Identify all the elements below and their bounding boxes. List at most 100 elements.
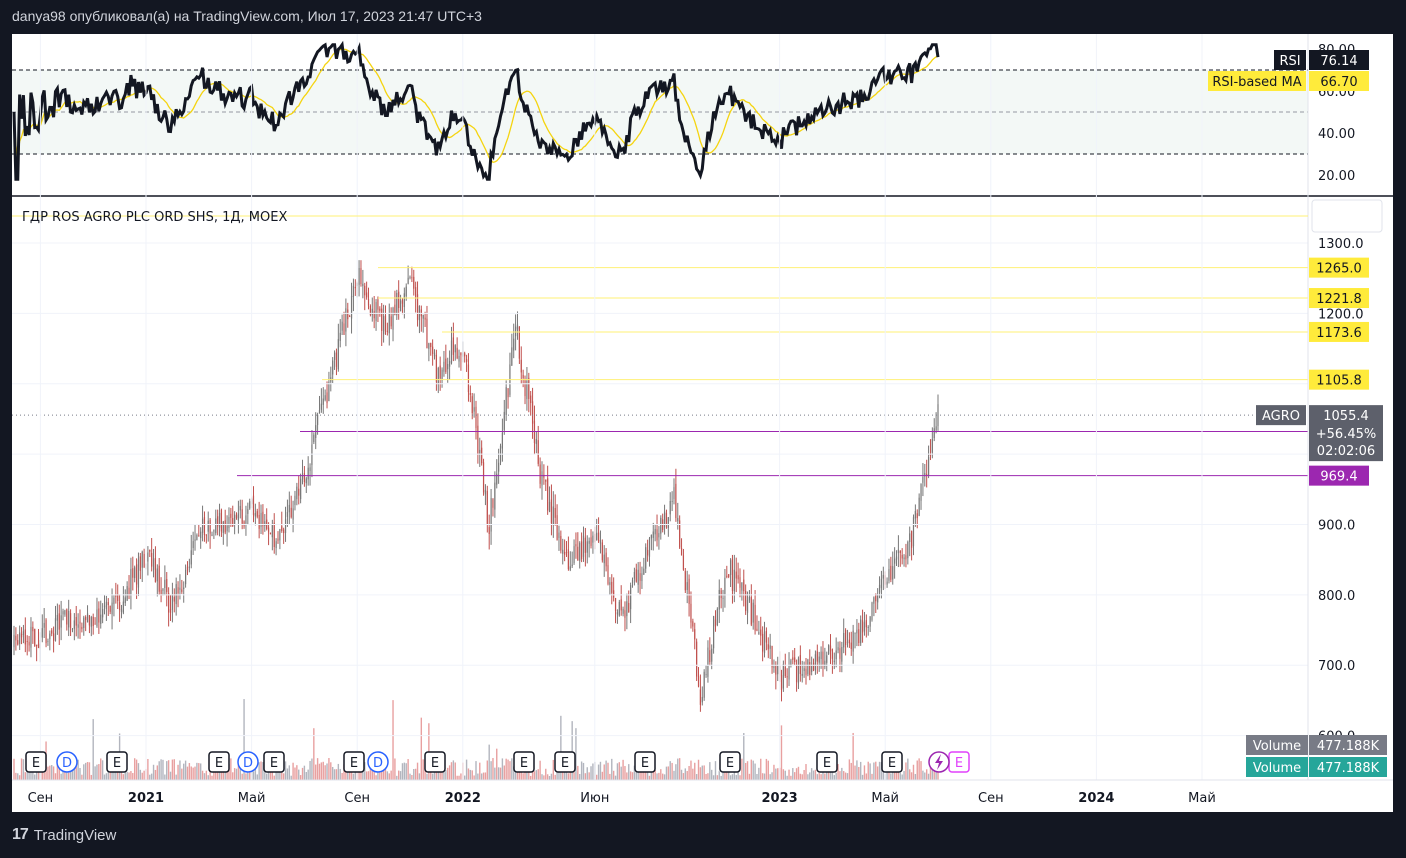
candle-body: [705, 674, 707, 676]
candle-body: [445, 358, 447, 372]
volume-bar: [413, 768, 415, 780]
chart-svg[interactable]: Сен 2021 Май Сен 2022 Июн 2023 Май Сен 2024 Май 130…: [12, 34, 1393, 812]
earnings-marker-icon: E: [106, 751, 128, 773]
candle-body: [684, 571, 686, 591]
candle-body: [290, 507, 292, 518]
volume-pane: [13, 699, 939, 780]
candle-body: [73, 620, 75, 629]
candle-body: [892, 566, 894, 580]
candle-body: [716, 608, 718, 626]
volume-bar: [895, 766, 898, 780]
candle-body: [298, 488, 300, 496]
candle-body: [30, 626, 32, 648]
candle-body: [415, 287, 417, 298]
volume-bar: [67, 772, 70, 780]
volume-bar: [837, 764, 839, 780]
candle-body: [526, 380, 528, 400]
candle-body: [103, 605, 106, 607]
candle-body: [362, 283, 364, 287]
candle-body: [562, 549, 564, 554]
candle-body: [449, 360, 451, 367]
x-tick-label: Июн: [580, 791, 609, 806]
candle-body: [935, 426, 937, 431]
volume-bar: [88, 762, 91, 780]
candle-body: [837, 647, 839, 651]
candle-body: [622, 608, 624, 614]
candle-body: [343, 323, 345, 335]
candle-body: [196, 534, 198, 541]
earnings-marker-icon: E: [208, 751, 230, 773]
candle-body: [858, 629, 860, 643]
earnings-marker-icon: E: [263, 751, 285, 773]
volume-bar: [820, 774, 822, 780]
volume-bar: [373, 769, 375, 780]
volume-bar: [546, 774, 549, 780]
volume-bar: [482, 772, 485, 780]
candle-body: [871, 602, 873, 620]
candle-body: [690, 603, 692, 623]
volume-bar: [215, 769, 217, 780]
volume-bar: [792, 768, 794, 780]
volume-bar: [533, 771, 536, 780]
candle-body: [200, 531, 202, 539]
volume-bar: [882, 765, 885, 780]
candle-body: [775, 664, 777, 675]
candle-body: [718, 589, 720, 610]
candle-body: [861, 620, 864, 633]
x-tick-label: 2022: [445, 791, 481, 806]
volume-bar: [188, 763, 191, 780]
volume-bar: [296, 765, 298, 780]
candle-body: [814, 654, 817, 671]
candle-body: [441, 369, 443, 381]
candle-body: [882, 574, 884, 579]
candle-body: [283, 529, 285, 534]
candle-body: [392, 307, 394, 330]
volume-bar: [318, 763, 321, 780]
volume-bar: [201, 770, 204, 780]
volume-bar: [890, 773, 892, 780]
volume-bar: [846, 773, 849, 780]
volume-bar: [184, 760, 187, 780]
volume-bar: [167, 760, 170, 780]
candle-body: [490, 498, 492, 532]
candle-body: [920, 483, 922, 501]
candle-body: [878, 584, 881, 593]
volume-bar: [673, 770, 675, 780]
candle-body: [313, 434, 315, 443]
volume-bar: [52, 766, 55, 780]
candle-body: [245, 515, 247, 524]
candle-body: [571, 564, 573, 567]
level-label: 1221.8: [1316, 292, 1362, 307]
volume-bar: [445, 770, 447, 780]
volume-bar: [365, 771, 368, 780]
candle-body: [198, 535, 200, 537]
footer[interactable]: 17 TradingView: [12, 826, 116, 844]
candle-body: [218, 512, 221, 528]
volume-bar: [505, 758, 507, 780]
candle-body: [211, 534, 213, 537]
volume-bar: [341, 772, 343, 780]
volume-bar: [164, 774, 166, 780]
volume-bar: [328, 758, 330, 780]
candle-body: [741, 582, 743, 591]
volume-bar: [739, 775, 741, 780]
volume-bar: [629, 771, 632, 780]
chart-frame[interactable]: Сен 2021 Май Сен 2022 Июн 2023 Май Сен 2024 Май 130…: [12, 34, 1393, 812]
candle-body: [905, 555, 907, 560]
candle-body: [137, 559, 140, 588]
volume-bar: [405, 763, 407, 780]
candle-body: [518, 326, 520, 359]
candle-body: [743, 579, 745, 592]
candle-body: [790, 660, 792, 666]
volume-bar: [748, 773, 751, 780]
marker-letter: E: [350, 756, 358, 771]
price-tick-label: 1300.0: [1318, 237, 1364, 252]
candle-body: [637, 569, 639, 585]
volume-bar: [354, 771, 357, 780]
volume-bar: [452, 760, 455, 780]
candle-body: [166, 579, 168, 593]
candle-body: [909, 533, 911, 542]
candle-body: [49, 633, 51, 640]
volume-bar: [609, 773, 611, 780]
volume-bar: [816, 774, 819, 780]
